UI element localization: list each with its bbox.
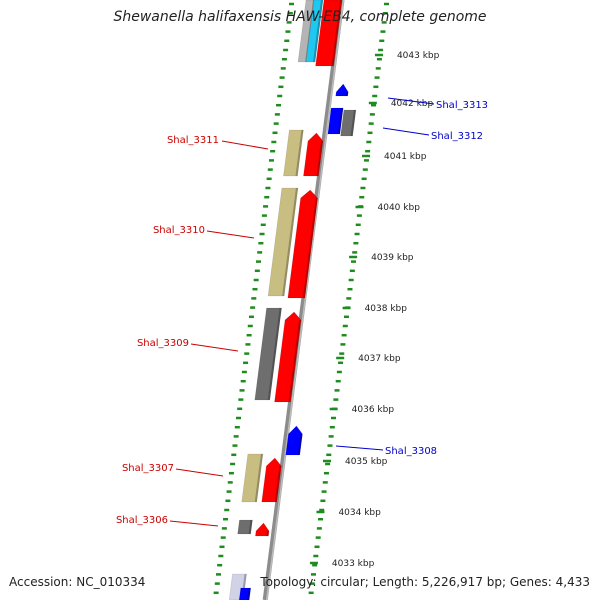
scale-label: 4042 kbp: [391, 99, 434, 109]
gene-block: [283, 129, 304, 177]
scale-label: 4038 kbp: [365, 304, 408, 314]
gene-block-shade: [288, 319, 302, 403]
gene-label: Shal_3308: [385, 446, 437, 457]
gene-block: [327, 107, 344, 135]
gene-label: Shal_3307: [122, 463, 174, 474]
gene-label: Shal_3306: [116, 515, 168, 526]
gene-label-leader: [175, 468, 224, 477]
gene-block-shade: [282, 187, 298, 297]
gene-label: Shal_3311: [167, 135, 219, 146]
gene-label: Shal_3313: [436, 100, 488, 111]
gene-label-leader: [335, 445, 384, 451]
gene-block: [254, 307, 282, 401]
gene-block-shade: [331, 0, 342, 67]
gene-block-shade: [247, 587, 251, 600]
scale-label: 4036 kbp: [352, 405, 395, 415]
backbone-highlight: [265, 0, 345, 600]
scale-label: 4041 kbp: [384, 152, 427, 162]
gene-block: [285, 425, 303, 456]
scale-label: 4033 kbp: [332, 559, 375, 569]
gene-block: [305, 0, 324, 63]
gene-block-shade: [345, 91, 349, 97]
gene-block: [237, 519, 253, 535]
gene-block-shade: [297, 433, 303, 456]
backbone-ring: [262, 0, 345, 600]
gene-block: [241, 453, 264, 503]
gene-block-shade: [254, 453, 263, 503]
gene-block-shade: [266, 530, 270, 537]
gene-block: [238, 587, 252, 600]
gene-label-leader: [382, 127, 430, 136]
scale-label: 4043 kbp: [397, 51, 440, 61]
gene-block: [287, 189, 318, 299]
gene-label-leader: [190, 343, 239, 352]
gene-block-shade: [248, 519, 253, 535]
gene-block: [340, 109, 357, 137]
gene-block-shade: [350, 109, 356, 137]
gene-label-leader: [206, 230, 255, 239]
gene-label: Shal_3310: [153, 225, 205, 236]
gene-label-leader: [169, 520, 219, 527]
scale-label: 4040 kbp: [378, 203, 421, 213]
gene-block: [255, 522, 270, 537]
gene-block: [335, 83, 349, 97]
gene-block-shade: [302, 197, 318, 299]
gene-block-shade: [337, 107, 344, 135]
accession-label: Accession: NC_010334: [9, 575, 146, 589]
scale-label: 4035 kbp: [345, 457, 388, 467]
gene-block: [267, 187, 299, 297]
scale-label: 4034 kbp: [338, 508, 381, 518]
gene-label-leader: [387, 97, 435, 105]
gene-block: [303, 132, 324, 177]
gene-block-shade: [316, 140, 323, 177]
gene-label-leader: [221, 140, 269, 150]
genome-summary-label: Topology: circular; Length: 5,226,917 bp…: [260, 575, 590, 589]
scale-label: 4039 kbp: [371, 253, 414, 263]
gene-block: [315, 0, 343, 67]
gene-block: [274, 311, 302, 403]
gene-block-shade: [313, 0, 323, 63]
gene-block: [297, 0, 316, 63]
gene-label: Shal_3312: [431, 131, 483, 142]
gene-block: [261, 457, 282, 503]
scale-label: 4037 kbp: [358, 354, 401, 364]
gene-label: Shal_3309: [137, 338, 189, 349]
gene-block-shade: [295, 129, 304, 177]
gene-block-shade: [267, 307, 282, 401]
map-title: Shewanella halifaxensis HAW-EB4, complet…: [113, 9, 487, 25]
gene-block-shade: [274, 465, 282, 503]
